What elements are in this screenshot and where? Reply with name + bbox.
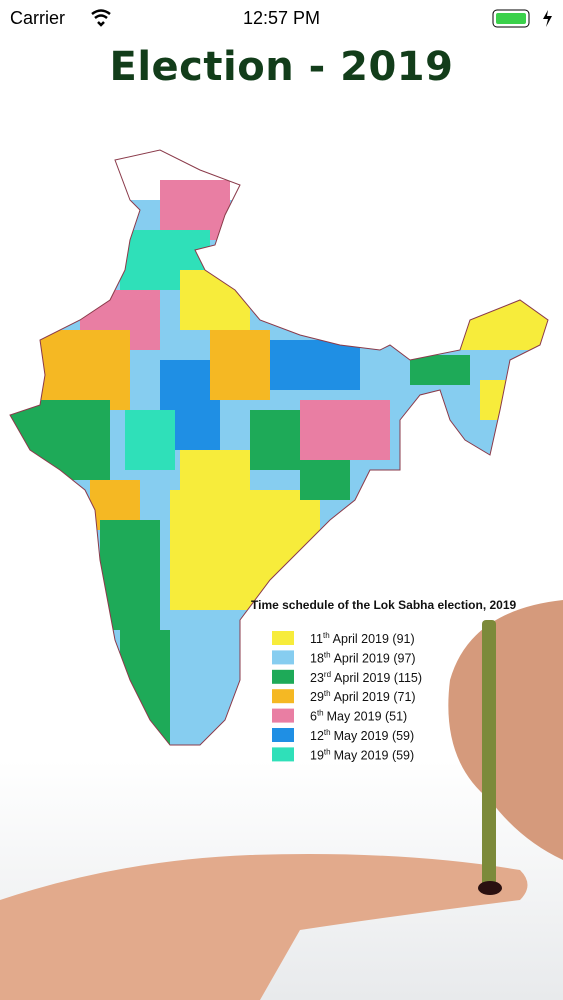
legend-item: 18th April 2019 (97) xyxy=(310,650,416,665)
legend-swatch xyxy=(272,631,294,645)
legend-suffix: th xyxy=(324,747,331,756)
legend-day: 11 xyxy=(310,632,323,646)
legend: Time schedule of the Lok Sabha election,… xyxy=(251,598,517,762)
legend-item: 29th April 2019 (71) xyxy=(310,689,416,704)
legend-text: May 2019 (51) xyxy=(327,710,408,724)
legend-day: 29 xyxy=(310,690,324,704)
page-title: Election - 2019 xyxy=(109,44,454,90)
legend-suffix: th xyxy=(324,689,331,698)
legend-suffix: th xyxy=(317,709,324,718)
legend-day: 6 xyxy=(310,710,317,724)
legend-day: 19 xyxy=(310,748,324,762)
legend-text: May 2019 (59) xyxy=(334,729,415,743)
legend-suffix: th xyxy=(323,631,330,640)
legend-title: Time schedule of the Lok Sabha election,… xyxy=(251,598,517,612)
legend-item: 12th May 2019 (59) xyxy=(310,728,414,743)
legend-swatch xyxy=(272,650,294,665)
legend-text: May 2019 (59) xyxy=(334,748,415,762)
status-icons xyxy=(91,9,552,28)
ink-pen xyxy=(482,620,496,890)
legend-item: 6th May 2019 (51) xyxy=(310,709,407,724)
hand-pen xyxy=(448,600,563,860)
legend-swatch xyxy=(272,689,294,704)
legend-text: April 2019 (91) xyxy=(333,632,415,646)
legend-text: April 2019 (115) xyxy=(334,671,422,685)
legend-text: April 2019 (71) xyxy=(334,690,416,704)
hand-finger xyxy=(0,854,528,1000)
legend-swatch xyxy=(272,747,294,762)
carrier: Carrier xyxy=(10,8,66,28)
legend-swatch xyxy=(272,669,294,684)
legend-suffix: rd xyxy=(324,670,331,679)
legend-item: 23rd April 2019 (115) xyxy=(310,670,422,685)
legend-item: 19th May 2019 (59) xyxy=(310,747,414,762)
legend-swatch xyxy=(272,728,294,742)
clock: 12:57 PM xyxy=(242,8,321,28)
legend-suffix: th xyxy=(324,728,331,737)
legend-day: 12 xyxy=(310,729,324,743)
legend-swatch xyxy=(272,708,294,723)
legend-suffix: th xyxy=(324,650,331,659)
legend-day: 18 xyxy=(310,651,324,665)
legend-text: April 2019 (97) xyxy=(334,651,416,665)
legend-item: 11th April 2019 (91) xyxy=(310,631,415,646)
legend-day: 23 xyxy=(310,671,324,685)
